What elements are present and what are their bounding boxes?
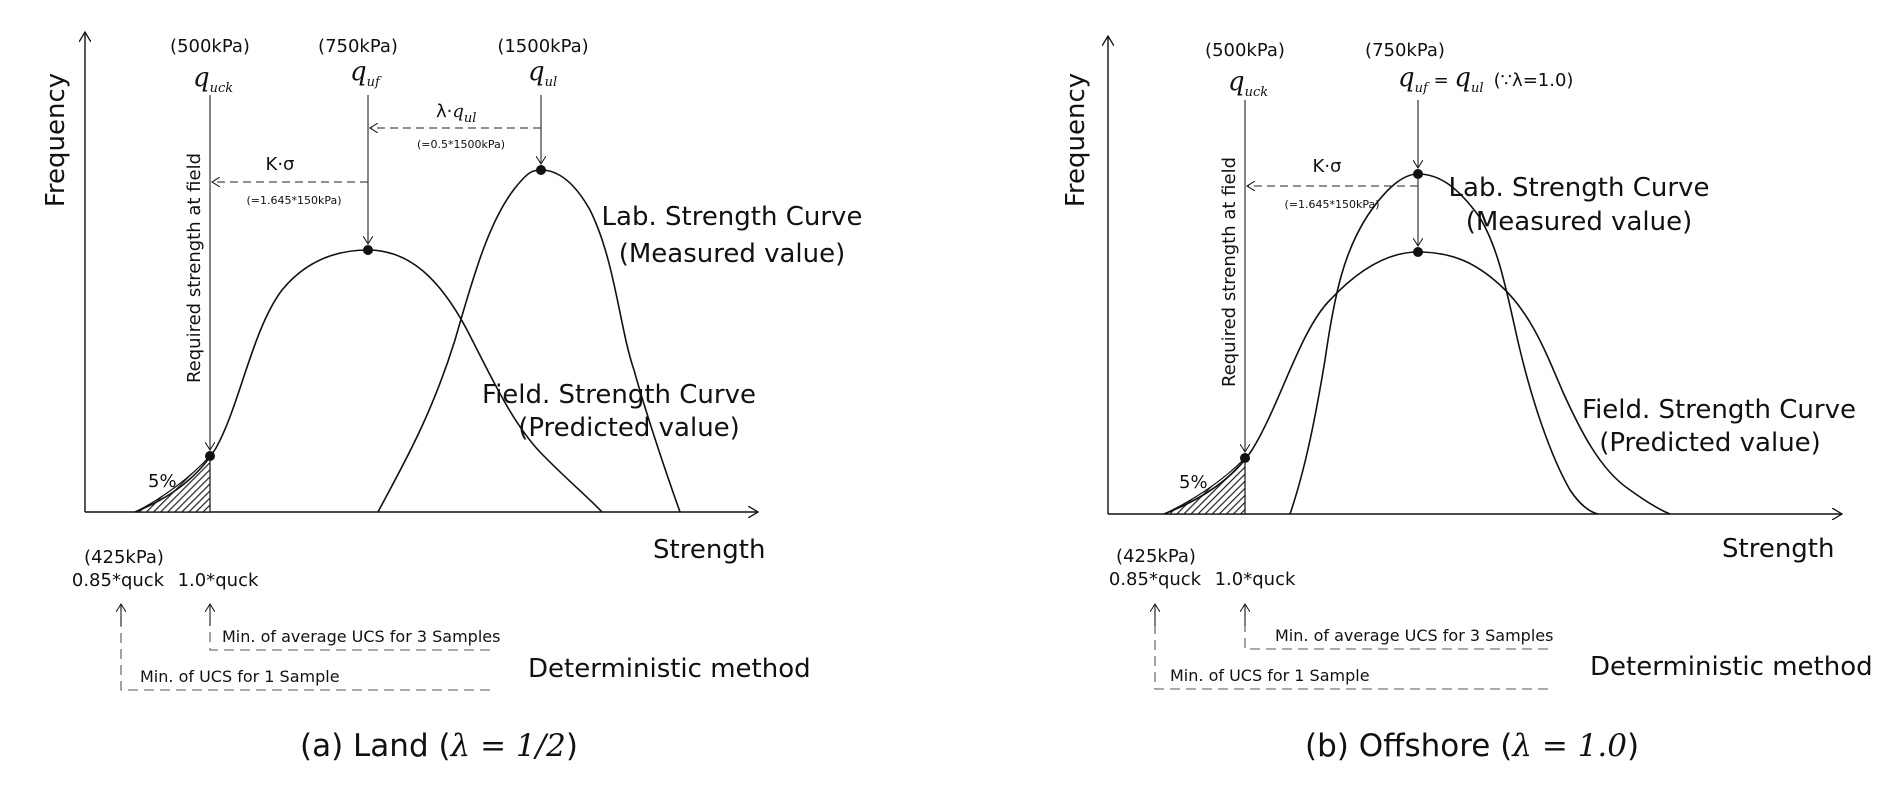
deterministic-label: Deterministic method bbox=[528, 654, 811, 684]
min-one-bracket bbox=[1154, 604, 1548, 690]
symbol-quck: quck bbox=[1228, 67, 1268, 100]
percent-label: 5% bbox=[148, 471, 177, 492]
pressure-500: (500kPa) bbox=[170, 36, 250, 57]
panel-land: Frequency Strength 5% (500kPa) (750kPa) … bbox=[41, 32, 862, 764]
x-note-10: 1.0*quck bbox=[178, 570, 259, 591]
lambda-qul-label: λ·qul bbox=[436, 101, 476, 126]
symbol-quf: quf bbox=[350, 57, 382, 90]
point-quf bbox=[1413, 247, 1423, 257]
min-avg-bracket bbox=[1244, 604, 1548, 650]
panel-offshore: Frequency Strength 5% (500kPa) (750kPa) … bbox=[1061, 36, 1873, 764]
lab-curve-label-1: Lab. Strength Curve bbox=[1449, 173, 1710, 203]
field-strength-curve bbox=[1163, 251, 1671, 515]
min-one-label: Min. of UCS for 1 Sample bbox=[1170, 666, 1370, 685]
lab-strength-curve bbox=[1289, 173, 1599, 515]
symbol-qul: qul bbox=[528, 57, 557, 90]
percent-label: 5% bbox=[1179, 472, 1208, 493]
x-note-10: 1.0*quck bbox=[1215, 569, 1296, 590]
min-avg-label: Min. of average UCS for 3 Samples bbox=[222, 627, 500, 646]
point-quck bbox=[1240, 453, 1250, 463]
caption-offshore: (b) Offshore (λ = 1.0) bbox=[1305, 728, 1639, 764]
lab-curve-label-1: Lab. Strength Curve bbox=[602, 202, 863, 232]
x-axis-label: Strength bbox=[653, 535, 765, 565]
symbol-quf-eq-qul: quf = qul (∵λ=1.0) bbox=[1398, 63, 1573, 96]
x-axis-label: Strength bbox=[1722, 534, 1834, 564]
k-sigma-label: K·σ bbox=[1313, 156, 1342, 177]
pressure-1500: (1500kPa) bbox=[497, 36, 588, 57]
x-note-425: (425kPa) bbox=[1116, 546, 1196, 567]
min-one-label: Min. of UCS for 1 Sample bbox=[140, 667, 340, 686]
required-strength-label: Required strength at field bbox=[1219, 157, 1240, 387]
required-strength-label: Required strength at field bbox=[184, 153, 205, 383]
x-note-425: (425kPa) bbox=[84, 547, 164, 568]
min-avg-label: Min. of average UCS for 3 Samples bbox=[1275, 626, 1553, 645]
pressure-500: (500kPa) bbox=[1205, 40, 1285, 61]
field-curve-label-1: Field. Strength Curve bbox=[1582, 395, 1856, 425]
field-curve-label-2: (Predicted value) bbox=[518, 413, 740, 443]
k-sigma-note: (=1.645*150kPa) bbox=[1284, 198, 1379, 211]
pressure-750: (750kPa) bbox=[318, 36, 398, 57]
lambda-note: (=0.5*1500kPa) bbox=[417, 138, 505, 151]
k-sigma-label: K·σ bbox=[266, 154, 295, 175]
lab-curve-label-2: (Measured value) bbox=[1466, 207, 1693, 237]
caption-land: (a) Land (λ = 1/2) bbox=[300, 728, 578, 764]
pressure-750: (750kPa) bbox=[1365, 40, 1445, 61]
deterministic-label: Deterministic method bbox=[1590, 652, 1873, 682]
field-curve-label-2: (Predicted value) bbox=[1599, 428, 1821, 458]
point-qul bbox=[1413, 169, 1423, 179]
point-quck bbox=[205, 451, 215, 461]
y-axis-label: Frequency bbox=[1061, 73, 1091, 207]
point-qul bbox=[536, 165, 546, 175]
x-note-085: 0.85*quck bbox=[1109, 569, 1202, 590]
symbol-quck: quck bbox=[193, 63, 233, 96]
min-one-bracket bbox=[120, 604, 490, 691]
x-note-085: 0.85*quck bbox=[72, 570, 165, 591]
field-curve-label-1: Field. Strength Curve bbox=[482, 380, 756, 410]
point-quf bbox=[363, 245, 373, 255]
y-axis-label: Frequency bbox=[41, 73, 71, 207]
lab-curve-label-2: (Measured value) bbox=[619, 239, 846, 269]
k-sigma-note: (=1.645*150kPa) bbox=[246, 194, 341, 207]
